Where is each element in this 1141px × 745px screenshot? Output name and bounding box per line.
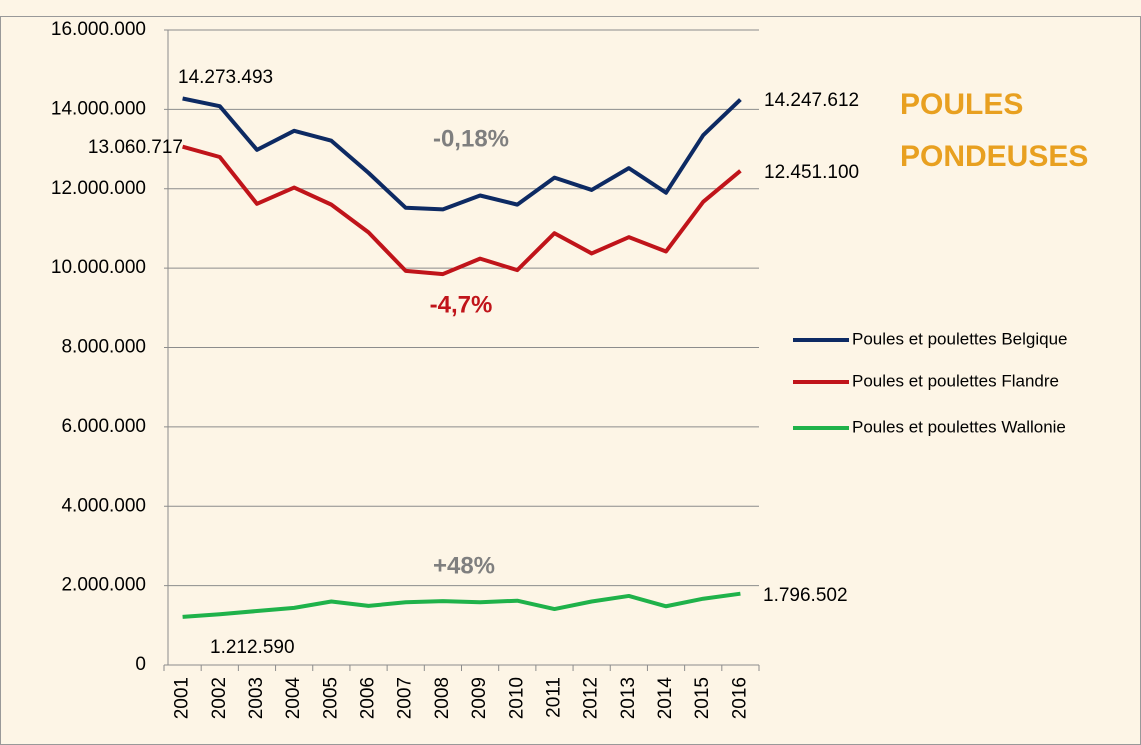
value-label: 1.796.502 [763,585,848,606]
x-tick-label: 2016 [729,677,750,719]
legend-label: Poules et poulettes Flandre [852,371,1059,390]
value-label: 12.451.100 [764,162,859,183]
x-tick-label: 2004 [283,677,304,720]
annotation: PONDEUSES [900,140,1088,173]
y-tick-label: 8.000.000 [61,337,146,358]
y-tick-label: 14.000.000 [51,98,146,119]
x-tick-label: 2002 [209,677,230,719]
y-tick-label: 6.000.000 [61,416,146,437]
x-tick-label: 2010 [506,677,527,719]
annotation: POULES [900,88,1023,121]
y-tick-label: 2.000.000 [61,575,146,596]
annotation: -0,18% [433,125,509,152]
chart-frame [0,16,1141,745]
x-tick-label: 2013 [618,677,639,719]
value-label: 13.060.717 [88,137,183,158]
x-tick-label: 2005 [320,677,341,719]
legend-label: Poules et poulettes Wallonie [852,417,1066,436]
y-tick-label: 16.000.000 [51,19,146,40]
value-label: 14.247.612 [764,90,859,111]
series-line [182,144,742,277]
value-label: 1.212.590 [210,637,295,658]
series-line [182,591,741,619]
legend-label: Poules et poulettes Belgique [852,329,1068,348]
x-tick-label: 2011 [543,677,564,718]
value-label: 14.273.493 [178,67,273,88]
x-tick-label: 2003 [246,677,267,719]
x-tick-label: 2007 [395,677,416,719]
annotation: -4,7% [430,291,493,318]
y-tick-label: 12.000.000 [51,178,146,199]
x-tick-label: 2001 [172,677,193,719]
y-tick-label: 10.000.000 [51,257,146,278]
annotation: +48% [433,552,495,579]
x-tick-label: 2012 [581,677,602,719]
y-tick-label: 4.000.000 [61,495,146,516]
x-tick-label: 2009 [469,677,490,719]
x-tick-label: 2015 [692,677,713,719]
series-line [182,96,742,212]
x-tick-label: 2008 [432,677,453,719]
y-tick-label: 0 [135,654,146,675]
x-tick-label: 2006 [358,677,379,719]
x-tick-label: 2014 [655,677,676,720]
